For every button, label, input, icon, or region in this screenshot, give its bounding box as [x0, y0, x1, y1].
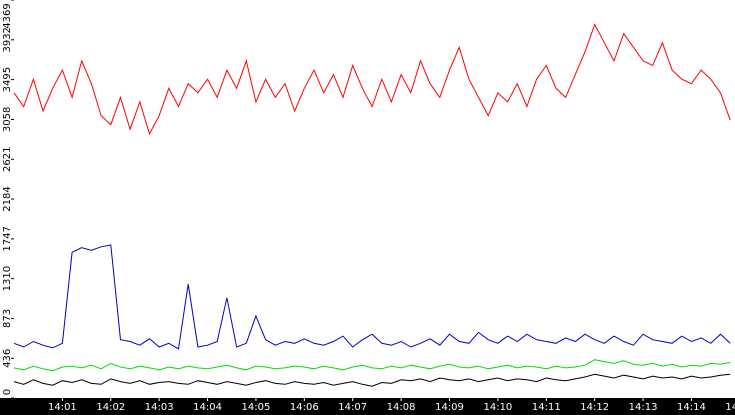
y-tick-label: 4369 [2, 3, 13, 28]
x-tick-label: 14:01 [48, 402, 77, 413]
y-tick-label: 1310 [2, 266, 13, 291]
y-tick-label: 3495 [2, 67, 13, 92]
x-tick-label: 14:12 [580, 402, 609, 413]
x-tick-label: 14:03 [145, 402, 174, 413]
series-line [13, 359, 731, 372]
series-line [13, 23, 731, 136]
x-tick-label: 14:09 [435, 402, 464, 413]
x-tick-label: 14:08 [387, 402, 416, 413]
y-tick-label: 436 [2, 349, 13, 368]
x-axis-bar [0, 398, 735, 415]
y-tick-label: 873 [2, 309, 13, 328]
x-tick-label: 14:04 [193, 402, 222, 413]
x-tick-label: 14:07 [338, 402, 367, 413]
x-tick-label: 14:15 [725, 402, 735, 413]
x-tick-label: 14:13 [629, 402, 658, 413]
y-tick-label: 3058 [2, 107, 13, 132]
y-tick-label: 3932 [2, 27, 13, 52]
y-tick-label: 2621 [2, 147, 13, 172]
x-tick-label: 14:02 [96, 402, 125, 413]
x-tick-label: 14:06 [290, 402, 319, 413]
y-tick-label: 1747 [2, 226, 13, 251]
x-tick-label: 14:14 [677, 402, 706, 413]
y-tick-label: 0 [2, 389, 13, 395]
series-line [13, 244, 731, 350]
x-tick-label: 14:11 [532, 402, 561, 413]
x-tick-label: 14:10 [483, 402, 512, 413]
x-tick-label: 14:05 [242, 402, 271, 413]
series-line [13, 373, 731, 387]
y-tick-label: 2184 [2, 186, 13, 211]
